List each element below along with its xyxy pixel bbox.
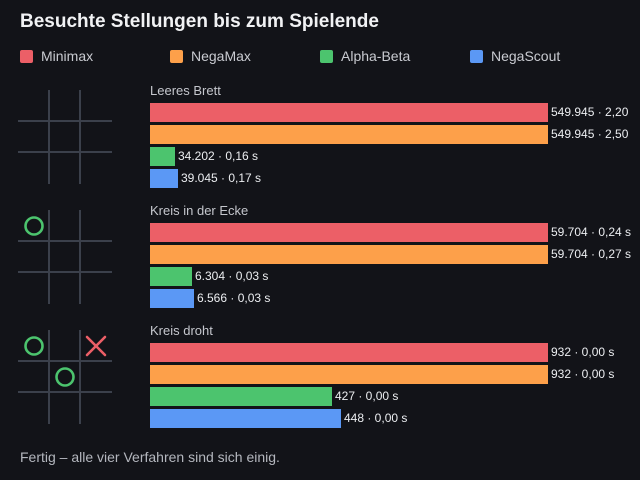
bar-row: 59.704 · 0,27 s bbox=[150, 245, 640, 264]
cross-mark-icon bbox=[85, 335, 107, 357]
legend-item-negascout: NegaScout bbox=[470, 46, 560, 66]
data-label: 59.704 · 0,27 s bbox=[551, 247, 632, 261]
legend-label: NegaScout bbox=[491, 48, 561, 64]
bar-alpha-beta bbox=[150, 387, 332, 406]
circle-mark-icon bbox=[24, 216, 44, 236]
bar-negascout bbox=[150, 169, 178, 188]
data-label: 427 · 0,00 s bbox=[335, 389, 399, 403]
bar-row: 932 · 0,00 s bbox=[150, 365, 640, 384]
tic-tac-toe-board bbox=[18, 210, 112, 304]
bar-row: 6.566 · 0,03 s bbox=[150, 289, 640, 308]
legend-label: Minimax bbox=[41, 48, 94, 64]
data-label: 59.704 · 0,24 s bbox=[551, 225, 632, 239]
category-label: Leeres Brett bbox=[150, 83, 221, 98]
data-label: 6.304 · 0,03 s bbox=[195, 269, 269, 283]
bar-row: 39.045 · 0,17 s bbox=[150, 169, 640, 188]
bar-row: 549.945 · 2,20 bbox=[150, 103, 640, 122]
circle-mark-icon bbox=[24, 336, 44, 356]
data-label: 932 · 0,00 s bbox=[551, 367, 615, 381]
data-label: 549.945 · 2,50 bbox=[551, 127, 629, 141]
legend-label: NegaMax bbox=[191, 48, 251, 64]
bar-group: Kreis droht 932 · 0,00 s 932 · 0,00 s 427 ·… bbox=[0, 323, 640, 438]
legend-label: Alpha-Beta bbox=[341, 48, 411, 64]
bar-minimax bbox=[150, 103, 548, 122]
bar-minimax bbox=[150, 343, 548, 362]
bar-negamax bbox=[150, 125, 548, 144]
bar-row: 932 · 0,00 s bbox=[150, 343, 640, 362]
bar-negamax bbox=[150, 365, 548, 384]
bar-row: 427 · 0,00 s bbox=[150, 387, 640, 406]
bar-group: Leeres Brett 549.945 · 2,20 549.945 · 2,50… bbox=[0, 83, 640, 198]
bar-negascout bbox=[150, 289, 194, 308]
category-label: Kreis in der Ecke bbox=[150, 203, 249, 218]
legend-swatch bbox=[470, 49, 483, 63]
circle-mark-icon bbox=[55, 367, 75, 387]
bar-row: 448 · 0,00 s bbox=[150, 409, 640, 428]
bar-group: Kreis in der Ecke 59.704 · 0,24 s 59.704 ·… bbox=[0, 203, 640, 318]
bar-negamax bbox=[150, 245, 548, 264]
bar-row: 6.304 · 0,03 s bbox=[150, 267, 640, 286]
legend-swatch bbox=[20, 49, 33, 63]
bar-row: 34.202 · 0,16 s bbox=[150, 147, 640, 166]
status-message: Fertig – alle vier Verfahren sind sich e… bbox=[20, 449, 280, 465]
category-label: Kreis droht bbox=[150, 323, 213, 338]
bar-negascout bbox=[150, 409, 341, 428]
legend-swatch bbox=[170, 49, 183, 63]
data-label: 34.202 · 0,16 s bbox=[178, 149, 259, 163]
legend: Minimax NegaMax Alpha-Beta NegaScout bbox=[0, 46, 640, 66]
data-label: 549.945 · 2,20 bbox=[551, 105, 629, 119]
data-label: 6.566 · 0,03 s bbox=[197, 291, 271, 305]
data-label: 932 · 0,00 s bbox=[551, 345, 615, 359]
chart-title: Besuchte Stellungen bis zum Spielende bbox=[20, 11, 379, 32]
legend-item-minimax: Minimax bbox=[20, 46, 93, 66]
bar-alpha-beta bbox=[150, 147, 175, 166]
bar-alpha-beta bbox=[150, 267, 192, 286]
legend-swatch bbox=[320, 49, 333, 63]
bar-minimax bbox=[150, 223, 548, 242]
tic-tac-toe-board bbox=[18, 90, 112, 184]
tic-tac-toe-board bbox=[18, 330, 112, 424]
bar-row: 59.704 · 0,24 s bbox=[150, 223, 640, 242]
bar-row: 549.945 · 2,50 bbox=[150, 125, 640, 144]
legend-item-alpha-beta: Alpha-Beta bbox=[320, 46, 410, 66]
legend-item-negamax: NegaMax bbox=[170, 46, 251, 66]
data-label: 39.045 · 0,17 s bbox=[181, 171, 262, 185]
data-label: 448 · 0,00 s bbox=[344, 411, 408, 425]
